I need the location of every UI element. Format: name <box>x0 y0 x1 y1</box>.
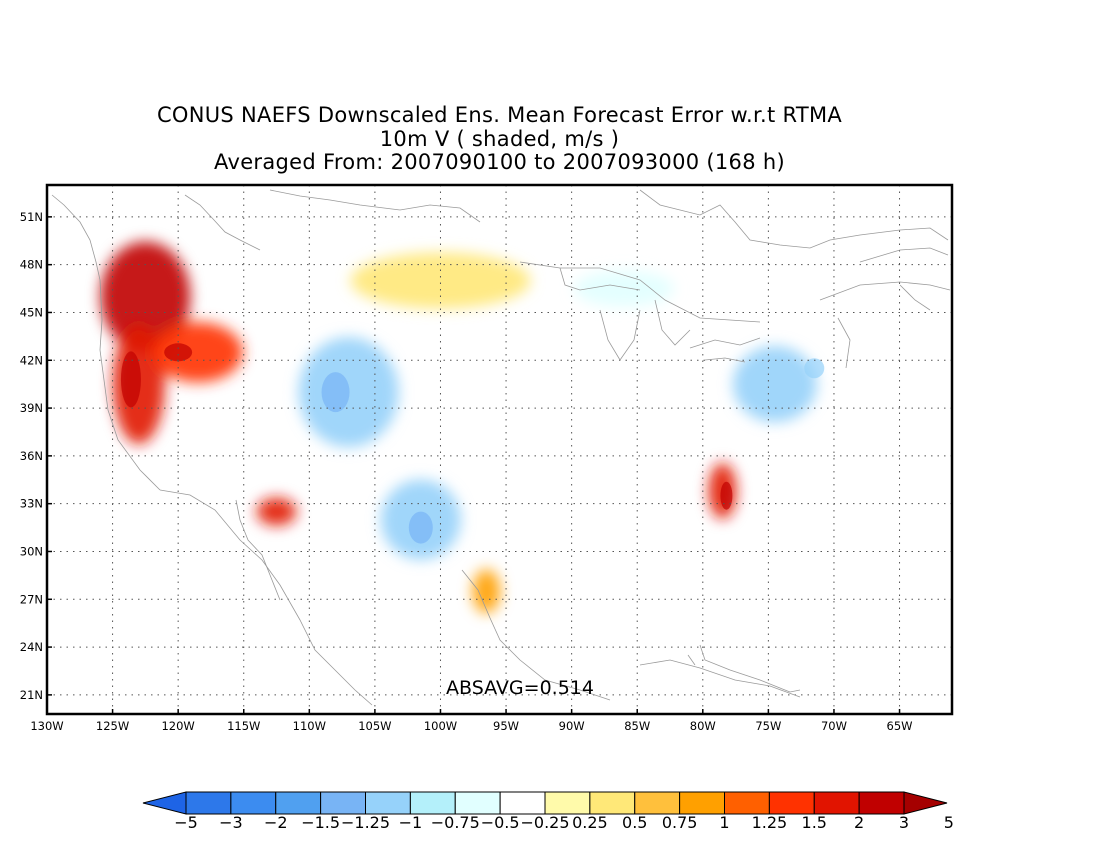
lat-label: 27N <box>20 592 43 606</box>
region-mississippi-valley <box>524 399 645 480</box>
region-northeast-coast <box>732 346 817 423</box>
shaded-field <box>97 241 862 645</box>
colorbar-label: −3 <box>219 813 243 832</box>
colorbar-swatch <box>768 791 815 815</box>
lon-label: 125W <box>96 719 129 733</box>
region-oregon-idaho-interior <box>152 322 243 383</box>
region-northern-plains <box>350 252 531 309</box>
colorbar-label: −2 <box>264 813 288 832</box>
region-arizona-border <box>256 497 297 526</box>
colorbar-swatch <box>679 791 725 815</box>
colorbar-swatch <box>813 791 860 815</box>
colorbar-label: −1 <box>399 813 423 832</box>
map-subtitle-period: Averaged From: 2007090100 to 2007093000 … <box>214 150 785 174</box>
colorbar-swatch <box>409 791 456 815</box>
colorbar-label: 0.5 <box>622 813 647 832</box>
colorbar-label: 0.25 <box>572 813 608 832</box>
lon-label: 110W <box>293 719 326 733</box>
lon-label: 100W <box>424 719 457 733</box>
lon-label: 70W <box>821 719 847 733</box>
colorbar-swatch <box>544 791 591 815</box>
lon-label: 85W <box>624 719 650 733</box>
colorbar-swatch <box>365 791 411 815</box>
colorbar-label: 1.25 <box>752 813 788 832</box>
map-frame <box>45 183 954 716</box>
lon-label: 105W <box>358 719 391 733</box>
colorbar-label: −0.75 <box>431 813 480 832</box>
coastline-borders <box>51 189 951 706</box>
colorbar-label: 1 <box>719 813 729 832</box>
colorbar-label: −5 <box>174 813 198 832</box>
lon-label: 75W <box>755 719 781 733</box>
colorbar-overflow-arrow <box>903 791 948 815</box>
colorbar-label: 2 <box>854 813 864 832</box>
colorbar-swatch <box>454 791 501 815</box>
absavg-label: ABSAVG=0.514 <box>446 677 594 699</box>
colorbar-label: −0.5 <box>481 813 520 832</box>
lat-label: 24N <box>20 640 43 654</box>
conus-shaded-area <box>97 258 862 645</box>
lat-label: 45N <box>20 305 43 319</box>
field-core-5 <box>804 358 825 379</box>
colorbar-label: 1.5 <box>802 813 827 832</box>
lon-label: 95W <box>493 719 519 733</box>
lat-label: 39N <box>20 401 43 415</box>
colorbar-label: −0.25 <box>520 813 569 832</box>
lon-label: 115W <box>227 719 260 733</box>
field-core-4 <box>720 481 733 510</box>
colorbar-label: 5 <box>944 813 954 832</box>
map-subtitle-variable: 10m V ( shaded, m/s ) <box>379 127 620 151</box>
colorbar-label: −1.25 <box>341 813 390 832</box>
lat-label: 51N <box>20 210 43 224</box>
region-florida <box>665 561 702 638</box>
lon-label: 65W <box>887 719 913 733</box>
latitude-labels: 51N 48N 45N 42N 39N 36N 33N 30N 27N 24N 21N <box>20 210 52 702</box>
colorbar-swatch <box>634 791 681 815</box>
colorbar-swatch <box>858 791 905 815</box>
lat-label: 42N <box>20 353 43 367</box>
lat-lon-grid <box>47 185 952 714</box>
region-pacific-nw-coast <box>100 241 191 352</box>
colorbar-swatch <box>724 791 770 815</box>
colorbar-label: 3 <box>899 813 909 832</box>
lon-label: 130W <box>30 719 63 733</box>
colorbar-underflow-arrow <box>142 791 187 815</box>
lat-label: 21N <box>20 688 43 702</box>
lon-label: 120W <box>161 719 194 733</box>
region-south-texas-coast <box>472 569 501 614</box>
colorbar: −5 −3 −2 −1.5 −1.25 −1 −0.75 −0.5 −0.25 0.25 0.5 0.… <box>142 791 954 832</box>
colorbar-swatch <box>589 791 636 815</box>
colorbar-swatch <box>230 791 277 815</box>
colorbar-label: 0.75 <box>662 813 698 832</box>
lat-label: 33N <box>20 497 43 511</box>
lon-label: 90W <box>559 719 585 733</box>
map-title: CONUS NAEFS Downscaled Ens. Mean Forecas… <box>156 103 843 127</box>
lat-label: 36N <box>20 449 43 463</box>
lat-label: 48N <box>20 258 43 272</box>
colorbar-swatch <box>320 791 366 815</box>
colorbar-swatch <box>185 791 232 815</box>
colorbar-swatch <box>275 791 322 815</box>
lon-label: 80W <box>690 719 716 733</box>
longitude-labels: 130W 125W 120W 115W 110W 105W 100W 95W 90W 85W 80W… <box>30 709 913 733</box>
colorbar-swatch <box>499 791 546 815</box>
region-great-lakes <box>574 270 675 307</box>
field-core-1 <box>164 343 193 362</box>
field-core-0 <box>120 351 141 408</box>
field-core-3 <box>408 511 433 544</box>
lat-label: 30N <box>20 544 43 558</box>
colorbar-label: −1.5 <box>301 813 340 832</box>
field-core-2 <box>321 372 350 413</box>
